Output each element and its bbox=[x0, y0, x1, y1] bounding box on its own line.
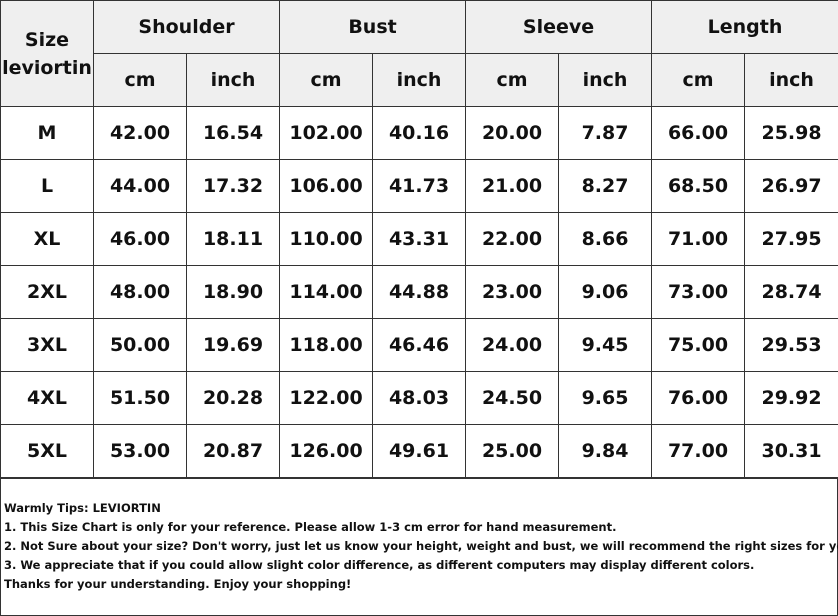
unit-header: cm bbox=[651, 53, 746, 107]
size-header-line: leviortin bbox=[2, 56, 92, 79]
size-cell: XL bbox=[0, 212, 94, 266]
data-row: 3XL 50.00 19.69 118.00 46.46 24.00 9.45 75.00 29… bbox=[0, 318, 838, 372]
value-cell: 41.73 bbox=[372, 159, 467, 213]
group-header: Sleeve bbox=[465, 0, 653, 54]
value-cell: 9.06 bbox=[558, 265, 653, 319]
tip-line: 3. We appreciate that if you could allow… bbox=[4, 558, 755, 572]
group-header: Length bbox=[651, 0, 838, 54]
size-cell: 5XL bbox=[0, 424, 94, 478]
size-cell: 3XL bbox=[0, 318, 94, 372]
value-cell: 18.90 bbox=[185, 265, 281, 319]
tip-line: Thanks for your understanding. Enjoy you… bbox=[4, 577, 352, 591]
value-cell: 66.00 bbox=[651, 106, 746, 160]
value-cell: 46.46 bbox=[372, 318, 467, 372]
value-cell: 76.00 bbox=[651, 371, 746, 425]
value-cell: 43.31 bbox=[372, 212, 467, 266]
value-cell: 126.00 bbox=[279, 424, 374, 478]
tip-line: 2. Not Sure about your size? Don't worry… bbox=[4, 539, 838, 553]
tip-line: 1. This Size Chart is only for your refe… bbox=[4, 520, 617, 534]
tips-box: Warmly Tips: LEVIORTIN 1. This Size Chart… bbox=[0, 478, 838, 616]
unit-row: cm inch cm inch cm inch cm inch bbox=[1, 53, 838, 107]
value-cell: 16.54 bbox=[185, 106, 281, 160]
value-cell: 21.00 bbox=[465, 159, 560, 213]
unit-header: cm bbox=[93, 53, 187, 107]
value-cell: 24.50 bbox=[465, 371, 560, 425]
group-header: Shoulder bbox=[92, 0, 281, 54]
data-row: L 44.00 17.32 106.00 41.73 21.00 8.27 68.50 26.9… bbox=[0, 159, 838, 213]
value-cell: 48.00 bbox=[93, 265, 187, 319]
data-row: XL 46.00 18.11 110.00 43.31 22.00 8.66 71.00 27.… bbox=[0, 212, 838, 266]
value-cell: 25.98 bbox=[744, 106, 838, 160]
value-cell: 50.00 bbox=[93, 318, 187, 372]
value-cell: 18.11 bbox=[185, 212, 281, 266]
header-row: Size leviortin Shoulder Bust Sleeve Length bbox=[0, 0, 838, 107]
size-header: Size leviortin bbox=[0, 0, 94, 107]
unit-header: inch bbox=[744, 53, 838, 107]
value-cell: 68.50 bbox=[651, 159, 746, 213]
size-cell: L bbox=[0, 159, 94, 213]
size-cell: 2XL bbox=[0, 265, 94, 319]
value-cell: 42.00 bbox=[93, 106, 187, 160]
size-table: Size leviortin Shoulder Bust Sleeve Length cm i… bbox=[0, 0, 838, 478]
unit-header: inch bbox=[558, 53, 653, 107]
unit-header: inch bbox=[372, 53, 467, 107]
table-body: Size leviortin Shoulder Bust Sleeve Length cm i… bbox=[0, 0, 838, 478]
value-cell: 48.03 bbox=[372, 371, 467, 425]
value-cell: 106.00 bbox=[279, 159, 374, 213]
size-cell: M bbox=[0, 106, 94, 160]
value-cell: 28.74 bbox=[744, 265, 838, 319]
value-cell: 71.00 bbox=[651, 212, 746, 266]
value-cell: 20.28 bbox=[185, 371, 281, 425]
value-cell: 26.97 bbox=[744, 159, 838, 213]
value-cell: 20.87 bbox=[185, 424, 281, 478]
value-cell: 53.00 bbox=[93, 424, 187, 478]
value-cell: 44.88 bbox=[372, 265, 467, 319]
data-row: 5XL 53.00 20.87 126.00 49.61 25.00 9.84 77.00 30… bbox=[0, 424, 838, 478]
group-header: Bust bbox=[279, 0, 467, 54]
value-cell: 102.00 bbox=[279, 106, 374, 160]
value-cell: 22.00 bbox=[465, 212, 560, 266]
value-cell: 110.00 bbox=[279, 212, 374, 266]
value-cell: 9.65 bbox=[558, 371, 653, 425]
value-cell: 49.61 bbox=[372, 424, 467, 478]
value-cell: 73.00 bbox=[651, 265, 746, 319]
value-cell: 9.84 bbox=[558, 424, 653, 478]
value-cell: 51.50 bbox=[93, 371, 187, 425]
data-row: M 42.00 16.54 102.00 40.16 20.00 7.87 66.00 25.9… bbox=[0, 106, 838, 160]
size-header-line: Size bbox=[24, 28, 70, 51]
value-cell: 122.00 bbox=[279, 371, 374, 425]
unit-header: cm bbox=[465, 53, 560, 107]
value-cell: 29.92 bbox=[744, 371, 838, 425]
value-cell: 9.45 bbox=[558, 318, 653, 372]
value-cell: 19.69 bbox=[185, 318, 281, 372]
value-cell: 17.32 bbox=[185, 159, 281, 213]
value-cell: 118.00 bbox=[279, 318, 374, 372]
value-cell: 27.95 bbox=[744, 212, 838, 266]
size-cell: 4XL bbox=[0, 371, 94, 425]
data-row: 4XL 51.50 20.28 122.00 48.03 24.50 9.65 76.00 29… bbox=[0, 371, 838, 425]
unit-header: cm bbox=[279, 53, 374, 107]
value-cell: 8.27 bbox=[558, 159, 653, 213]
unit-header: inch bbox=[185, 53, 281, 107]
value-cell: 30.31 bbox=[744, 424, 838, 478]
value-cell: 24.00 bbox=[465, 318, 560, 372]
value-cell: 25.00 bbox=[465, 424, 560, 478]
value-cell: 29.53 bbox=[744, 318, 838, 372]
value-cell: 40.16 bbox=[372, 106, 467, 160]
value-cell: 75.00 bbox=[651, 318, 746, 372]
value-cell: 20.00 bbox=[465, 106, 560, 160]
value-cell: 44.00 bbox=[93, 159, 187, 213]
value-cell: 77.00 bbox=[651, 424, 746, 478]
data-row: 2XL 48.00 18.90 114.00 44.88 23.00 9.06 73.00 28… bbox=[0, 265, 838, 319]
value-cell: 7.87 bbox=[558, 106, 653, 160]
value-cell: 23.00 bbox=[465, 265, 560, 319]
tip-line: Warmly Tips: LEVIORTIN bbox=[4, 501, 161, 515]
value-cell: 8.66 bbox=[558, 212, 653, 266]
value-cell: 46.00 bbox=[93, 212, 187, 266]
value-cell: 114.00 bbox=[279, 265, 374, 319]
